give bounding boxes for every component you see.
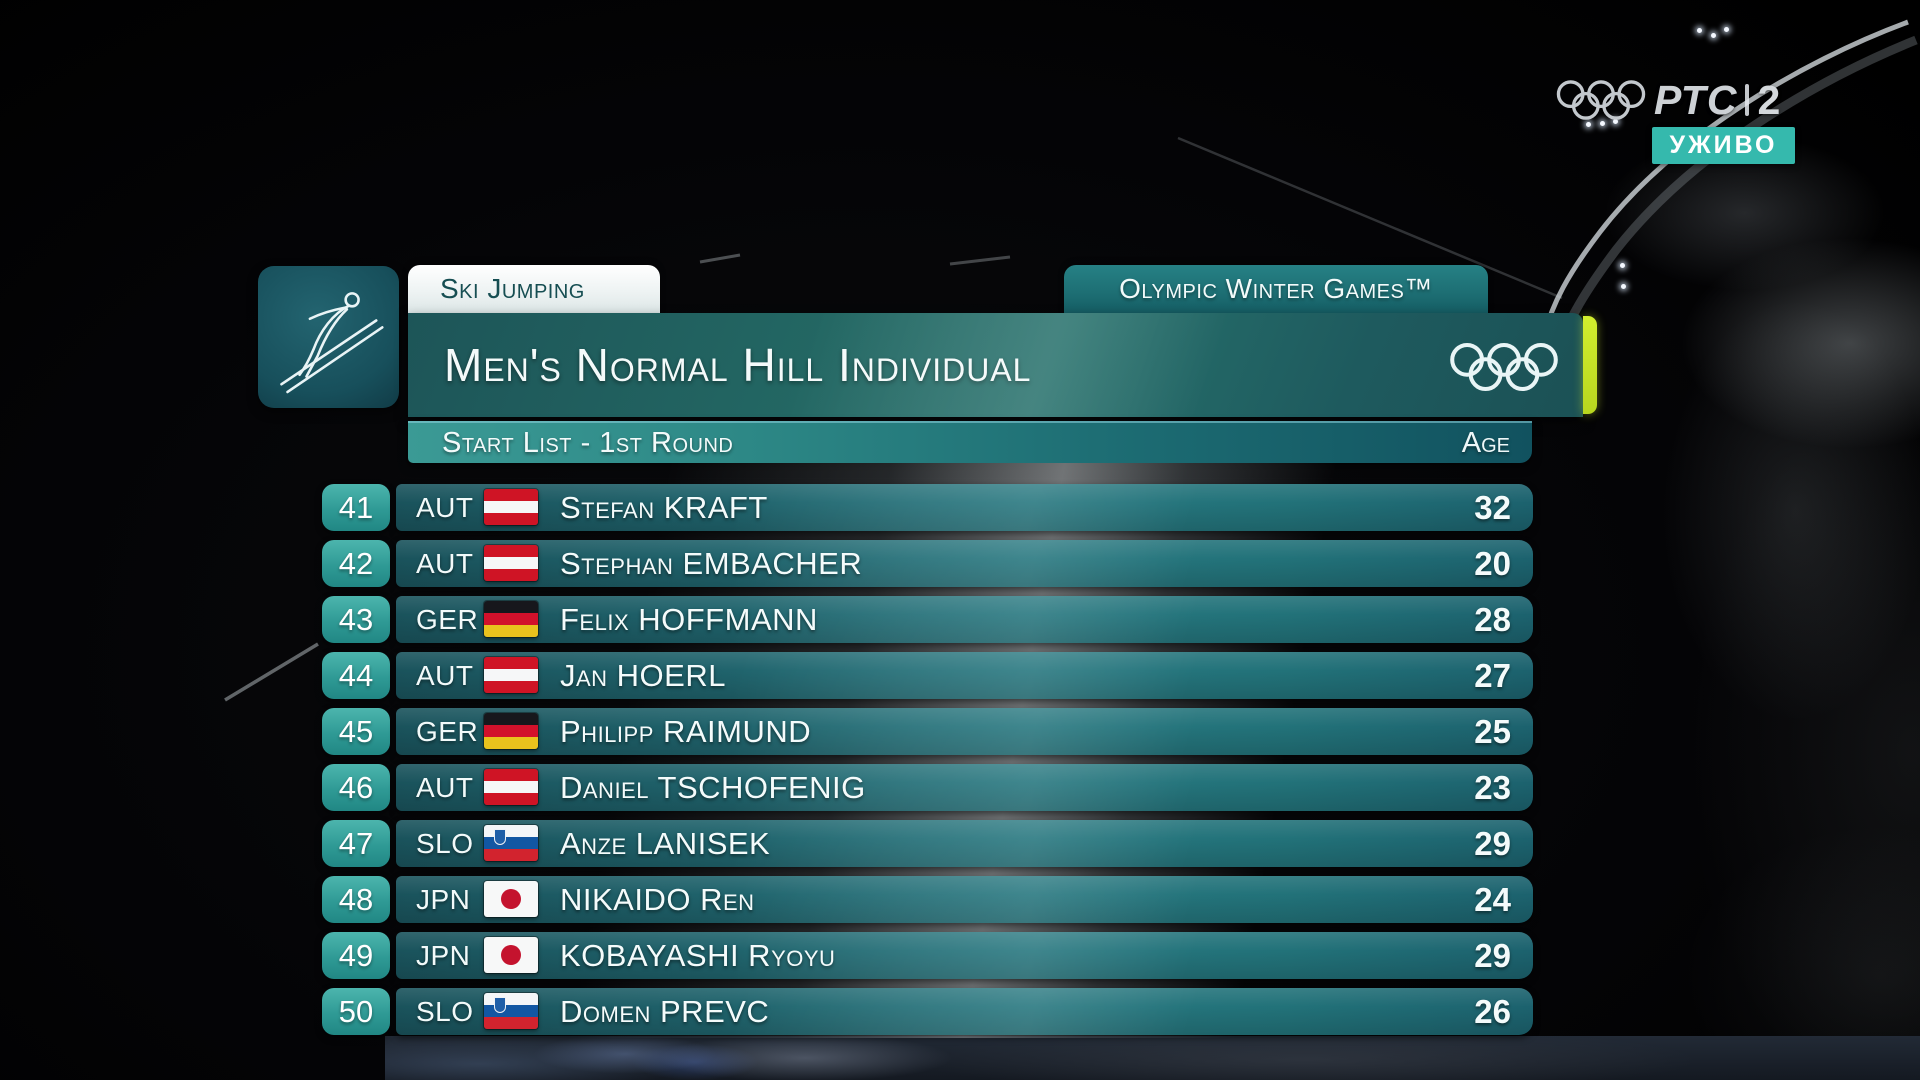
country-flag-icon	[484, 601, 538, 637]
event-title: Men's Normal Hill Individual	[444, 339, 1032, 391]
event-tab: Olympic Winter Games™	[1064, 265, 1488, 313]
athlete-name: Anze LANISEK	[560, 825, 771, 861]
athlete-bar: SLO Anze LANISEK 29	[396, 820, 1533, 867]
athlete-age: 20	[1474, 544, 1511, 582]
country-code: AUT	[416, 659, 474, 691]
athlete-name: NIKAIDO Ren	[560, 881, 755, 917]
athlete-bar: JPN NIKAIDO Ren 24	[396, 876, 1533, 923]
start-list-row: 46 AUT Daniel TSCHOFENIG 23	[322, 764, 1533, 811]
channel-name: РТС	[1654, 76, 1738, 123]
subtitle-bar: Start List - 1st Round Age	[408, 421, 1532, 463]
country-flag-icon	[484, 489, 538, 525]
country-flag-icon	[484, 937, 538, 973]
bib-number: 43	[322, 596, 390, 643]
accent-strip	[1583, 316, 1597, 414]
athlete-name: Jan HOERL	[560, 657, 726, 693]
country-code: SLO	[416, 995, 474, 1027]
start-list-row: 47 SLO Anze LANISEK 29	[322, 820, 1533, 867]
athlete-name: Felix HOFFMANN	[560, 601, 818, 637]
athlete-age: 28	[1474, 600, 1511, 638]
athlete-name: Stephan EMBACHER	[560, 545, 863, 581]
start-list-row: 50 SLO Domen PREVC 26	[322, 988, 1533, 1035]
bib-number: 41	[322, 484, 390, 531]
country-code: AUT	[416, 547, 474, 579]
athlete-age: 32	[1474, 488, 1511, 526]
country-flag-icon	[484, 769, 538, 805]
athlete-age: 27	[1474, 656, 1511, 694]
athlete-bar: GER Philipp RAIMUND 25	[396, 708, 1533, 755]
list-subtitle: Start List - 1st Round	[442, 426, 734, 459]
country-flag-icon	[484, 713, 538, 749]
sport-tab: Ski Jumping	[408, 265, 660, 313]
bib-number: 48	[322, 876, 390, 923]
country-code: AUT	[416, 771, 474, 803]
athlete-age: 24	[1474, 880, 1511, 918]
country-flag-icon	[484, 657, 538, 693]
athlete-bar: GER Felix HOFFMANN 28	[396, 596, 1533, 643]
bib-number: 47	[322, 820, 390, 867]
start-list-row: 41 AUT Stefan KRAFT 32	[322, 484, 1533, 531]
bib-number: 42	[322, 540, 390, 587]
athlete-age: 29	[1474, 824, 1511, 862]
athlete-age: 23	[1474, 768, 1511, 806]
athlete-bar: JPN KOBAYASHI Ryoyu 29	[396, 932, 1533, 979]
athlete-name: Daniel TSCHOFENIG	[560, 769, 866, 805]
broadcaster-logo: РТС 2	[1556, 76, 1781, 123]
athlete-bar: AUT Jan HOERL 27	[396, 652, 1533, 699]
start-list-row: 43 GER Felix HOFFMANN 28	[322, 596, 1533, 643]
ski-jumper-icon	[258, 266, 399, 408]
athlete-bar: AUT Daniel TSCHOFENIG 23	[396, 764, 1533, 811]
country-code: JPN	[416, 939, 471, 971]
country-flag-icon	[484, 545, 538, 581]
bib-number: 46	[322, 764, 390, 811]
bib-number: 45	[322, 708, 390, 755]
athlete-name: Philipp RAIMUND	[560, 713, 812, 749]
athlete-bar: SLO Domen PREVC 26	[396, 988, 1533, 1035]
country-code: AUT	[416, 491, 474, 523]
bib-number: 49	[322, 932, 390, 979]
country-code: SLO	[416, 827, 474, 859]
athlete-name: KOBAYASHI Ryoyu	[560, 937, 836, 973]
athlete-age: 25	[1474, 712, 1511, 750]
bib-number: 44	[322, 652, 390, 699]
logo-divider	[1745, 84, 1750, 116]
live-badge: УЖИВО	[1652, 127, 1795, 164]
athlete-name: Stefan KRAFT	[560, 489, 768, 525]
country-flag-icon	[484, 881, 538, 917]
athlete-name: Domen PREVC	[560, 993, 770, 1029]
country-flag-icon	[484, 993, 538, 1029]
athlete-bar: AUT Stephan EMBACHER 20	[396, 540, 1533, 587]
olympic-rings-icon	[1447, 342, 1561, 392]
olympic-rings-icon	[1556, 80, 1646, 120]
athlete-bar: AUT Stefan KRAFT 32	[396, 484, 1533, 531]
athlete-age: 26	[1474, 992, 1511, 1030]
start-list-row: 42 AUT Stephan EMBACHER 20	[322, 540, 1533, 587]
country-code: JPN	[416, 883, 471, 915]
start-list-row: 49 JPN KOBAYASHI Ryoyu 29	[322, 932, 1533, 979]
start-list-row: 44 AUT Jan HOERL 27	[322, 652, 1533, 699]
country-code: GER	[416, 603, 479, 635]
title-bar: Men's Normal Hill Individual	[408, 313, 1583, 417]
age-column-header: Age	[1461, 426, 1510, 459]
country-code: GER	[416, 715, 479, 747]
start-list-row: 48 JPN NIKAIDO Ren 24	[322, 876, 1533, 923]
athlete-age: 29	[1474, 936, 1511, 974]
country-flag-icon	[484, 825, 538, 861]
bib-number: 50	[322, 988, 390, 1035]
channel-number: 2	[1757, 76, 1781, 123]
start-list-row: 45 GER Philipp RAIMUND 25	[322, 708, 1533, 755]
